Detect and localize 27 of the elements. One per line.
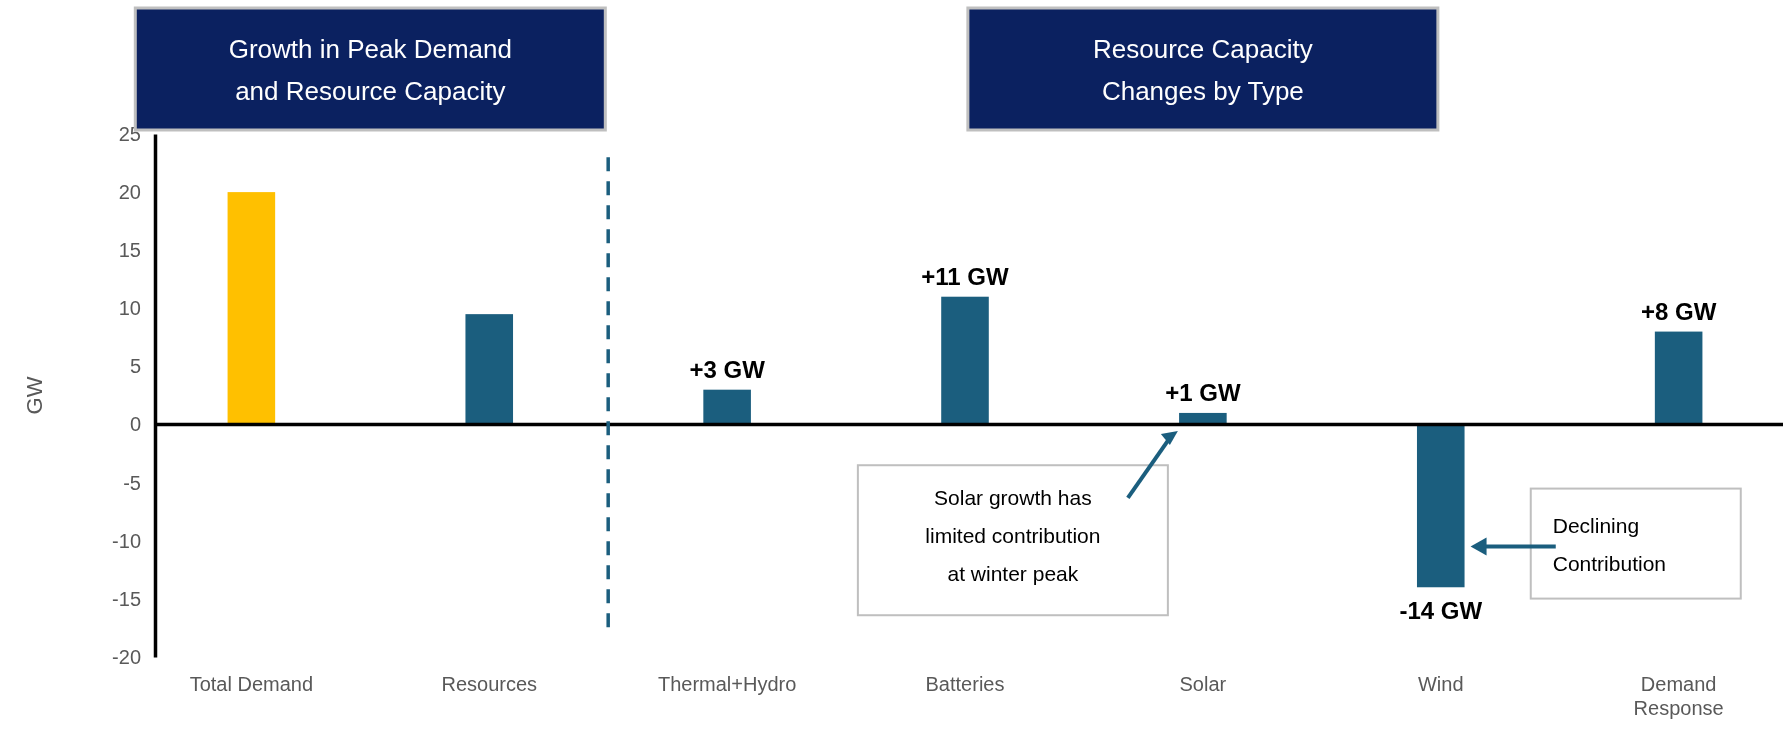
x-tick-label: Resources [441, 673, 538, 696]
x-tick-label: Batteries [925, 673, 1005, 696]
x-tick-label: Thermal+Hydro [657, 673, 797, 696]
data-label: +8 GW [1640, 297, 1717, 325]
data-label: +3 GW [689, 355, 766, 383]
x-tick-label: Solar [1179, 673, 1227, 696]
y-tick-label: -20 [112, 645, 141, 668]
y-tick-label: 5 [129, 355, 141, 378]
y-tick-label: -15 [112, 587, 141, 610]
x-tick-label: Wind [1417, 673, 1464, 696]
x-tick-label: Demand Response [1633, 673, 1724, 720]
annotation: Declining Contribution [1552, 513, 1666, 575]
y-tick-label: 20 [118, 181, 141, 204]
annotation: Solar growth has limited contribution at winter peak [925, 486, 1101, 586]
text: Growth in Peak Demand and Resource Capacity [228, 34, 512, 106]
data-label: +1 GW [1165, 378, 1241, 406]
data-label: -14 GW [1399, 597, 1483, 625]
y-tick-label: -10 [112, 529, 141, 552]
y-tick-label: 25 [118, 122, 141, 145]
text: Resource Capacity Changes by Type [1093, 34, 1313, 106]
y-tick-label: 0 [129, 413, 141, 436]
y-tick-label: 10 [118, 297, 141, 320]
y-axis-title: GW [22, 376, 47, 415]
y-tick-label: -5 [123, 471, 141, 494]
x-tick-label: Total Demand [189, 673, 314, 696]
y-tick-label: 15 [118, 239, 141, 262]
data-label: +11 GW [921, 262, 1010, 290]
